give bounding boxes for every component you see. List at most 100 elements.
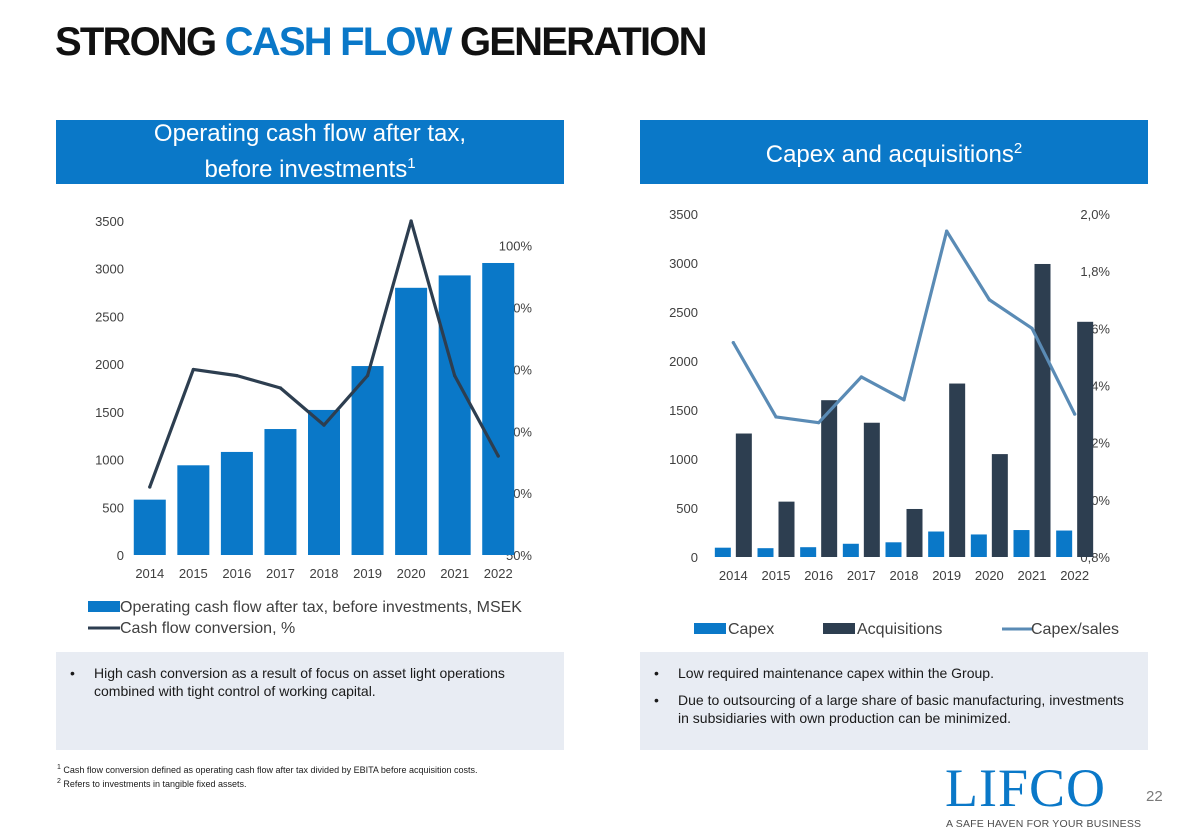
footnotes: 1 Cash flow conversion defined as operat… xyxy=(57,762,477,790)
line-point xyxy=(365,374,370,378)
bar-capex xyxy=(800,547,817,557)
y-left-tick-label: 2000 xyxy=(669,354,698,369)
line-point xyxy=(191,367,195,372)
bar xyxy=(308,409,340,555)
left-panel-heading: Operating cash flow after tax, before in… xyxy=(56,120,564,184)
right-notes-list: Low required maintenance capex within th… xyxy=(654,664,1128,727)
bar-capex xyxy=(1056,530,1073,557)
footnote-2-text: Refers to investments in tangible fixed … xyxy=(63,779,247,789)
bar-acquisitions xyxy=(1034,263,1051,557)
x-tick-label: 2014 xyxy=(135,566,164,581)
y-left-tick-label: 2500 xyxy=(669,305,698,320)
left-notes-box: High cash conversion as a result of focu… xyxy=(56,652,564,750)
line-point xyxy=(987,298,991,302)
logo-tagline: A SAFE HAVEN FOR YOUR BUSINESS xyxy=(946,818,1142,830)
x-tick-label: 2015 xyxy=(762,568,791,583)
line-point xyxy=(148,485,152,489)
line-point xyxy=(1073,412,1077,416)
y-left-tick-label: 1500 xyxy=(669,403,698,418)
bar-acquisitions xyxy=(1077,321,1094,557)
x-tick-label: 2018 xyxy=(890,568,919,583)
y-right-tick-label: 2,0% xyxy=(1080,207,1110,222)
y-left-tick-label: 3000 xyxy=(669,256,698,271)
left-heading-sup: 1 xyxy=(407,155,416,172)
legend-swatch xyxy=(88,601,120,612)
x-tick-label: 2014 xyxy=(719,568,748,583)
legend-label: Operating cash flow after tax, before in… xyxy=(120,599,522,616)
bar xyxy=(220,451,253,555)
operating-cash-flow-chart: 050010001500200025003000350050%60%70%80%… xyxy=(88,214,532,637)
legend-swatch xyxy=(823,623,855,634)
bar-capex xyxy=(970,534,987,557)
bar xyxy=(395,287,428,555)
bar xyxy=(482,262,515,555)
y-left-tick-label: 500 xyxy=(676,501,698,516)
line-point xyxy=(774,415,778,419)
bar xyxy=(177,465,210,555)
line-point xyxy=(409,219,413,223)
line-point xyxy=(731,341,735,345)
bar-capex xyxy=(885,542,902,557)
capex-acquisitions-chart: 05001000150020002500300035000,8%1,0%1,2%… xyxy=(669,207,1119,638)
line-point xyxy=(859,375,863,379)
bar-capex xyxy=(842,543,859,557)
footnote-1: 1 Cash flow conversion defined as operat… xyxy=(57,762,477,776)
left-notes-list: High cash conversion as a result of focu… xyxy=(70,664,544,700)
y-left-tick-label: 1000 xyxy=(669,452,698,467)
bar-acquisitions xyxy=(949,383,966,557)
bar-capex xyxy=(714,547,731,557)
y-left-tick-label: 3500 xyxy=(95,214,124,229)
x-tick-label: 2022 xyxy=(1060,568,1089,583)
x-tick-label: 2020 xyxy=(397,566,426,581)
x-tick-label: 2016 xyxy=(804,568,833,583)
line-point xyxy=(1030,326,1034,330)
x-tick-label: 2020 xyxy=(975,568,1004,583)
title-part1: STRONG xyxy=(55,20,225,64)
legend-swatch xyxy=(694,623,726,634)
title-highlight: CASH FLOW xyxy=(224,20,453,64)
left-heading-line2-wrap: before investments1 xyxy=(56,149,564,185)
x-tick-label: 2021 xyxy=(440,566,469,581)
y-left-tick-label: 1500 xyxy=(95,405,124,420)
left-heading-line2: before investments xyxy=(204,156,408,183)
line-point xyxy=(496,454,500,458)
y-left-tick-label: 3000 xyxy=(95,262,124,277)
footnote-1-text: Cash flow conversion defined as operatin… xyxy=(63,765,478,775)
line-point xyxy=(945,229,949,233)
left-note-item: High cash conversion as a result of focu… xyxy=(70,664,544,700)
y-left-tick-label: 2500 xyxy=(95,309,124,324)
bar-capex xyxy=(928,531,945,557)
bar-acquisitions xyxy=(991,454,1008,557)
right-notes-box: Low required maintenance capex within th… xyxy=(640,652,1148,750)
right-heading: Capex and acquisitions xyxy=(765,141,1014,168)
bar-acquisitions xyxy=(863,422,880,557)
x-tick-label: 2022 xyxy=(484,566,513,581)
bar-capex xyxy=(757,548,774,557)
legend-label: Cash flow conversion, % xyxy=(120,620,295,637)
x-tick-label: 2019 xyxy=(932,568,961,583)
legend-label: Capex/sales xyxy=(1031,621,1119,638)
footnote-2-sup: 2 xyxy=(57,778,61,785)
line-point xyxy=(453,374,457,378)
y-left-tick-label: 0 xyxy=(691,550,698,565)
x-tick-label: 2017 xyxy=(847,568,876,583)
bar-acquisitions xyxy=(821,400,838,557)
right-panel-heading: Capex and acquisitions2 xyxy=(640,120,1148,184)
x-tick-label: 2018 xyxy=(310,566,339,581)
right-note-item: Low required maintenance capex within th… xyxy=(654,664,1128,682)
bar xyxy=(438,275,471,555)
x-tick-label: 2016 xyxy=(222,566,251,581)
lifco-logo: LIFCO xyxy=(945,758,1107,818)
line-point xyxy=(817,421,821,425)
x-tick-label: 2019 xyxy=(353,566,382,581)
right-heading-wrap: Capex and acquisitions2 xyxy=(640,134,1148,170)
series-line xyxy=(731,229,1077,425)
y-left-tick-label: 500 xyxy=(102,500,124,515)
bar xyxy=(133,499,166,555)
left-heading-line1: Operating cash flow after tax, xyxy=(153,120,467,147)
y-left-tick-label: 2000 xyxy=(95,357,124,372)
y-left-tick-label: 1000 xyxy=(95,453,124,468)
legend-label: Acquisitions xyxy=(857,621,942,638)
footnote-1-sup: 1 xyxy=(57,764,61,771)
y-left-tick-label: 3500 xyxy=(669,207,698,222)
